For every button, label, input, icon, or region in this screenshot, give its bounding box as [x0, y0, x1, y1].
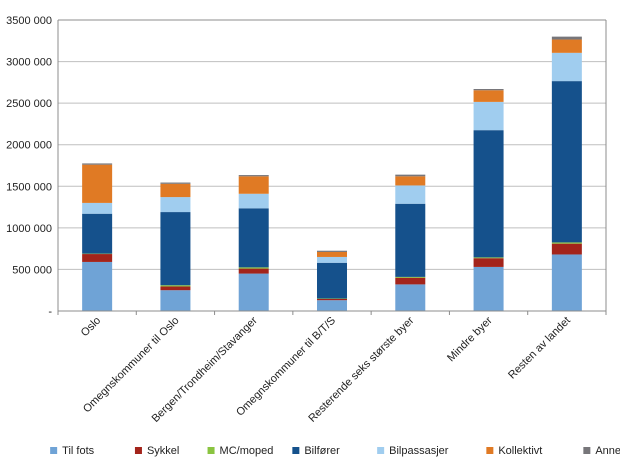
bar-segment-sykkel — [82, 254, 113, 262]
y-tick-label: 1000 000 — [6, 223, 52, 235]
legend-swatch — [583, 447, 591, 454]
legend: Til fots Sykkel MC/moped Bilfører Bilpassasj… — [50, 445, 620, 457]
bar-segment-bilf-rer — [317, 262, 347, 299]
y-tick-label: 2500 000 — [6, 98, 52, 110]
legend-swatch — [292, 447, 300, 454]
legend-label: Annet — [595, 445, 620, 457]
category-label: Oslo — [79, 315, 103, 339]
legend-label: Til fots — [62, 445, 94, 457]
bar-segment-annet — [317, 250, 347, 252]
bar-segment-annet — [551, 36, 582, 40]
bar-segment-kollektivt — [395, 176, 426, 186]
y-tick-label: 1500 000 — [6, 181, 52, 193]
bar-segment-mc-moped — [551, 242, 582, 244]
bar-segment-bilpassasjer — [160, 197, 191, 213]
bar-segment-mc-moped — [160, 285, 191, 287]
legend-label: MC/moped — [220, 445, 274, 457]
bar-segment-kollektivt — [317, 251, 347, 257]
bar-segment-sykkel — [238, 268, 269, 274]
legend-swatch — [486, 447, 494, 454]
bar-segment-bilf-rer — [395, 203, 426, 277]
gridlines — [58, 19, 606, 270]
bar-segment-til-fots — [317, 300, 347, 311]
y-tick-label: 3000 000 — [6, 57, 52, 69]
legend-label: Bilfører — [304, 445, 340, 457]
legend-label: Sykkel — [147, 445, 179, 457]
bar-segment-bilf-rer — [160, 212, 191, 286]
bar-segment-annet — [82, 163, 113, 165]
bar-segment-sykkel — [551, 243, 582, 255]
bar-segment-annet — [160, 182, 191, 184]
category-label: Resten av landet — [506, 315, 573, 382]
bar-segment-sykkel — [317, 298, 347, 301]
bars — [82, 36, 582, 311]
legend-swatch — [377, 447, 385, 454]
bar-segment-annet — [473, 89, 504, 91]
category-label: Mindre byer — [445, 314, 495, 364]
legend-swatch — [134, 447, 142, 454]
y-tick-label: 3500 000 — [6, 15, 52, 27]
bar-segment-bilf-rer — [473, 130, 504, 258]
bar-segment-sykkel — [395, 277, 426, 285]
bar-segment-til-fots — [551, 254, 582, 311]
bar-segment-til-fots — [473, 266, 504, 311]
bar-segment-mc-moped — [473, 257, 504, 259]
bar-segment-mc-moped — [238, 267, 269, 269]
axes — [57, 19, 607, 315]
bar-segment-til-fots — [82, 261, 113, 311]
bar-segment-kollektivt — [551, 39, 582, 53]
bar-segment-bilpassasjer — [317, 256, 347, 263]
legend-swatch — [207, 447, 215, 454]
bar-segment-kollektivt — [473, 90, 504, 102]
y-tick-labels: - 500 000 1000 000 1500 000 2000 000 2500 000… — [6, 15, 52, 318]
bar-segment-til-fots — [238, 273, 269, 311]
bar-segment-bilf-rer — [551, 81, 582, 243]
bar-segment-bilf-rer — [82, 213, 113, 254]
bar-segment-kollektivt — [82, 164, 113, 203]
bar-segment-bilpassasjer — [473, 101, 504, 131]
bar-segment-sykkel — [160, 286, 191, 291]
y-tick-label: 2000 000 — [6, 140, 52, 152]
y-tick-label: - — [48, 306, 52, 318]
bar-segment-annet — [395, 174, 426, 177]
bar-segment-annet — [238, 175, 269, 177]
bar-segment-til-fots — [395, 284, 426, 311]
bar-segment-mc-moped — [395, 276, 426, 278]
bar-segment-sykkel — [473, 258, 504, 267]
bar-segment-til-fots — [160, 290, 191, 311]
legend-swatch — [50, 447, 58, 454]
bar-segment-kollektivt — [160, 183, 191, 198]
y-tick-label: 500 000 — [12, 264, 52, 276]
bar-segment-bilpassasjer — [82, 202, 113, 214]
bar-segment-bilpassasjer — [551, 52, 582, 82]
legend-label: Kollektivt — [498, 445, 542, 457]
bar-segment-bilf-rer — [238, 208, 269, 268]
legend-label: Bilpassasjer — [389, 445, 449, 457]
bar-segment-kollektivt — [238, 176, 269, 194]
bar-segment-bilpassasjer — [238, 193, 269, 209]
bar-segment-bilpassasjer — [395, 185, 426, 204]
